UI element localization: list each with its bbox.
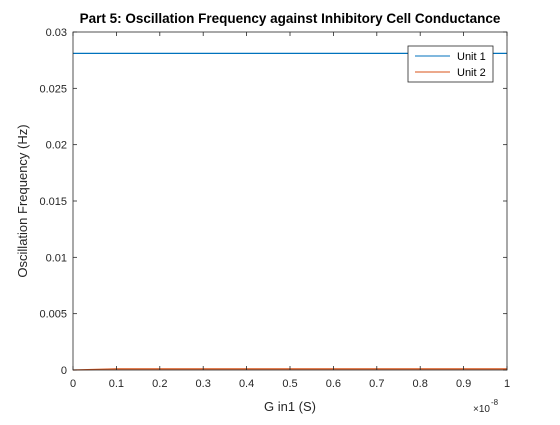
legend-box (407, 45, 494, 83)
x-tick-label: 0.3 (196, 378, 211, 390)
x-tick-label: 0.2 (152, 378, 167, 390)
x-tick-label: 0 (70, 378, 76, 390)
x-axis: 0 0.1 0.2 0.3 0.4 0.5 0.6 0.7 0.8 0.9 1 (70, 32, 510, 390)
x-tick-label: 0.8 (413, 378, 428, 390)
y-tick-label: 0.02 (46, 140, 67, 152)
x-tick-label: 1 (504, 378, 510, 390)
x-axis-exponent-power: -8 (491, 398, 499, 407)
x-tick-label: 0.9 (456, 378, 471, 390)
x-tick-label: 0.4 (239, 378, 254, 390)
y-axis-label: Oscillation Frequency (Hz) (15, 124, 30, 277)
y-tick-label: 0.025 (39, 83, 67, 95)
chart-title: Part 5: Oscillation Frequency against In… (80, 11, 501, 26)
plot-background (73, 32, 507, 370)
y-tick-label: 0.01 (46, 252, 67, 264)
y-tick-label: 0.005 (39, 309, 67, 321)
x-tick-label: 0.5 (282, 378, 297, 390)
x-axis-label: G in1 (S) (264, 399, 316, 414)
x-tick-label: 0.1 (109, 378, 124, 390)
x-tick-label: 0.7 (369, 378, 384, 390)
legend: Unit 1 Unit 2 (407, 45, 494, 83)
y-tick-label: 0 (61, 365, 67, 377)
x-tick-label: 0.6 (326, 378, 341, 390)
x-axis-exponent-base: ×10 (473, 404, 490, 415)
legend-label-unit-1: Unit 1 (457, 51, 486, 63)
y-tick-label: 0.03 (46, 27, 67, 39)
y-axis: 0 0.005 0.01 0.015 0.02 0.025 0.03 (39, 27, 507, 377)
y-tick-label: 0.015 (39, 196, 67, 208)
legend-label-unit-2: Unit 2 (457, 67, 486, 79)
